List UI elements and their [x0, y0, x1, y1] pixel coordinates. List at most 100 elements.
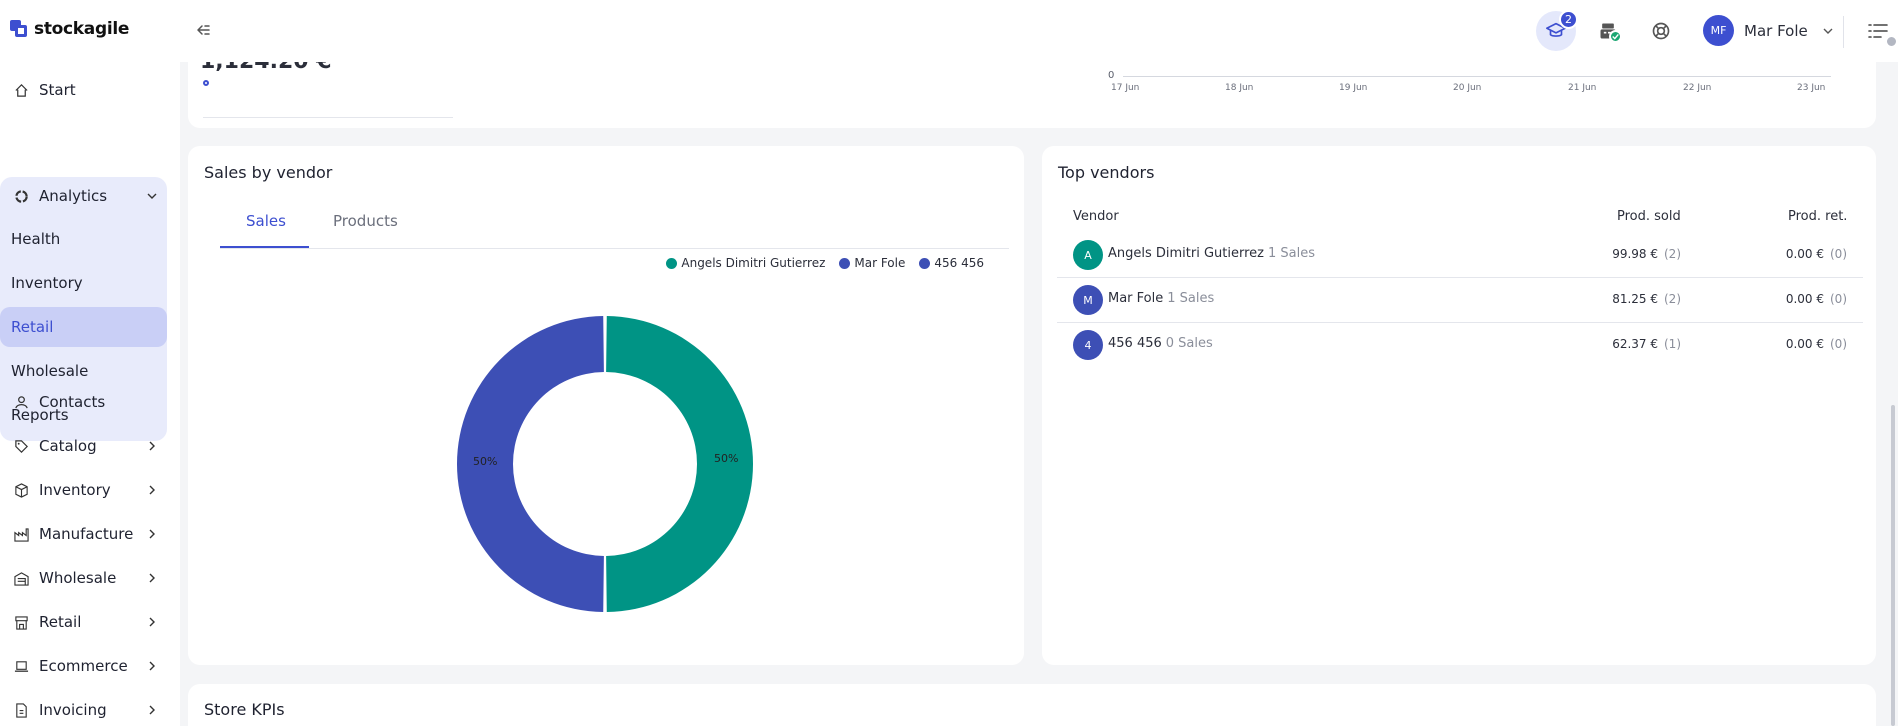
analytics-icon [13, 188, 29, 204]
vendor-name: 456 456 0 Sales [1108, 336, 1213, 351]
home-icon [13, 82, 29, 98]
x-tick-label: 19 Jun [1339, 83, 1368, 93]
chevron-right-icon [149, 573, 155, 583]
chevron-down-icon [1823, 28, 1833, 34]
chevron-right-icon [149, 617, 155, 627]
sidebar-item-label: Manufacture [39, 525, 134, 543]
avatar: A [1073, 240, 1103, 270]
donut-slice[interactable] [456, 316, 604, 612]
sidebar: Start Analytics Health Inventory Retail … [0, 62, 180, 726]
x-tick-label: 20 Jun [1453, 83, 1482, 93]
table-row[interactable]: M Mar Fole 1 Sales 81.25 € (2) 0.00 € (0) [1057, 277, 1863, 322]
x-tick-label: 17 Jun [1111, 83, 1140, 93]
factory-icon [13, 526, 29, 542]
sold-qty: (2) [1664, 292, 1681, 306]
top-bar: stockagile 2 MF Mar Fole [0, 0, 1898, 62]
x-tick-label: 22 Jun [1683, 83, 1712, 93]
lifebuoy-icon [1652, 22, 1670, 40]
table-row[interactable]: 4 456 456 0 Sales 62.37 € (1) 0.00 € (0) [1057, 322, 1863, 367]
row-divider [1057, 277, 1863, 278]
user-menu[interactable]: MF Mar Fole [1703, 15, 1834, 46]
active-tab-indicator [220, 246, 309, 248]
analytics-group: Analytics Health Inventory Retail Wholes… [0, 177, 167, 441]
top-vendors-card [1042, 146, 1876, 665]
slice-label: 50% [714, 452, 739, 465]
legend-item[interactable]: 456 456 [919, 256, 984, 270]
legend-dot [666, 257, 678, 269]
column-header-prod-ret: Prod. ret. [1788, 209, 1848, 224]
donut-slice[interactable] [606, 316, 754, 612]
legend-dot [203, 80, 209, 86]
sidebar-item-label: Contacts [39, 393, 106, 411]
sidebar-item-label: Wholesale [39, 569, 117, 587]
vendor-sales: 1 Sales [1268, 246, 1316, 261]
help-button[interactable] [1641, 11, 1681, 51]
document-icon [13, 702, 29, 718]
legend-item[interactable]: Angels Dimitri Gutierrez [666, 256, 825, 270]
column-header-vendor: Vendor [1073, 209, 1119, 224]
chevron-right-icon [149, 705, 155, 715]
sold-qty: (2) [1664, 247, 1681, 261]
row-divider [1057, 322, 1863, 323]
status-dot [1885, 35, 1898, 48]
ret-qty: (0) [1830, 292, 1847, 306]
sales-by-vendor-card [188, 146, 1024, 665]
chevron-right-icon [149, 441, 155, 451]
donut-chart [456, 316, 754, 612]
tab-products[interactable]: Products [333, 212, 398, 230]
sidebar-item-label: Ecommerce [39, 657, 128, 675]
legend-label: Mar Fole [854, 256, 906, 270]
ret-qty: (0) [1830, 247, 1847, 261]
collapse-sidebar-icon[interactable] [193, 20, 213, 40]
sidebar-item-contacts[interactable]: Contacts [0, 383, 167, 421]
cash-register-button[interactable] [1588, 11, 1628, 51]
sidebar-item-health[interactable]: Health [11, 230, 61, 248]
sidebar-item-manufacture[interactable]: Manufacture [0, 515, 167, 553]
card-title: Store KPIs [204, 700, 285, 719]
warehouse-icon [13, 570, 29, 586]
prod-sold: 81.25 € (2) [1612, 292, 1681, 306]
prod-ret: 0.00 € (0) [1785, 247, 1847, 261]
legend-label: Angels Dimitri Gutierrez [681, 256, 826, 270]
laptop-icon [13, 658, 29, 674]
axis-tick-label: 0 [1108, 70, 1115, 81]
store-icon [13, 614, 29, 630]
divider [1843, 16, 1844, 48]
sidebar-item-label: Catalog [39, 437, 97, 455]
legend-item[interactable]: Mar Fole [839, 256, 905, 270]
sidebar-item-catalog[interactable]: Catalog [0, 427, 167, 465]
sidebar-item-retail-analytics[interactable]: Retail [0, 307, 167, 347]
avatar: M [1073, 285, 1103, 315]
sidebar-item-reports[interactable]: Reports [11, 406, 69, 424]
card-title: Top vendors [1058, 163, 1155, 182]
sidebar-item-invoicing[interactable]: Invoicing [0, 691, 167, 726]
scrollbar[interactable] [1891, 405, 1895, 726]
chart-legend: Angels Dimitri Gutierrez Mar Fole 456 45… [666, 256, 984, 270]
chevron-right-icon [149, 485, 155, 495]
sidebar-item-wholesale[interactable]: Wholesale [0, 559, 167, 597]
legend-dot [919, 257, 931, 269]
sidebar-item-start[interactable]: Start [0, 71, 167, 109]
sidebar-item-wholesale-analytics[interactable]: Wholesale [11, 362, 89, 380]
sidebar-item-inventory[interactable]: Inventory [0, 471, 167, 509]
user-icon [13, 394, 29, 410]
avatar: 4 [1073, 330, 1103, 360]
sidebar-item-retail[interactable]: Retail [0, 603, 167, 641]
tag-icon [13, 438, 29, 454]
vendor-sales: 1 Sales [1167, 291, 1215, 306]
sidebar-item-ecommerce[interactable]: Ecommerce [0, 647, 167, 685]
sidebar-item-label: Invoicing [39, 701, 107, 719]
prod-ret: 0.00 € (0) [1785, 292, 1847, 306]
prod-sold: 62.37 € (1) [1612, 337, 1681, 351]
chevron-down-icon [147, 193, 157, 199]
sidebar-item-inventory-analytics[interactable]: Inventory [11, 274, 83, 292]
x-tick-label: 23 Jun [1797, 83, 1826, 93]
tab-sales[interactable]: Sales [246, 212, 286, 230]
chevron-right-icon [149, 661, 155, 671]
vendor-name: Mar Fole 1 Sales [1108, 291, 1215, 306]
sidebar-item-analytics[interactable]: Analytics [0, 177, 167, 215]
list-menu-icon[interactable] [1866, 20, 1890, 44]
app-logo[interactable]: stockagile [10, 19, 129, 39]
table-row[interactable]: A Angels Dimitri Gutierrez 1 Sales 99.98 … [1057, 232, 1863, 277]
academy-button[interactable]: 2 [1536, 10, 1578, 51]
